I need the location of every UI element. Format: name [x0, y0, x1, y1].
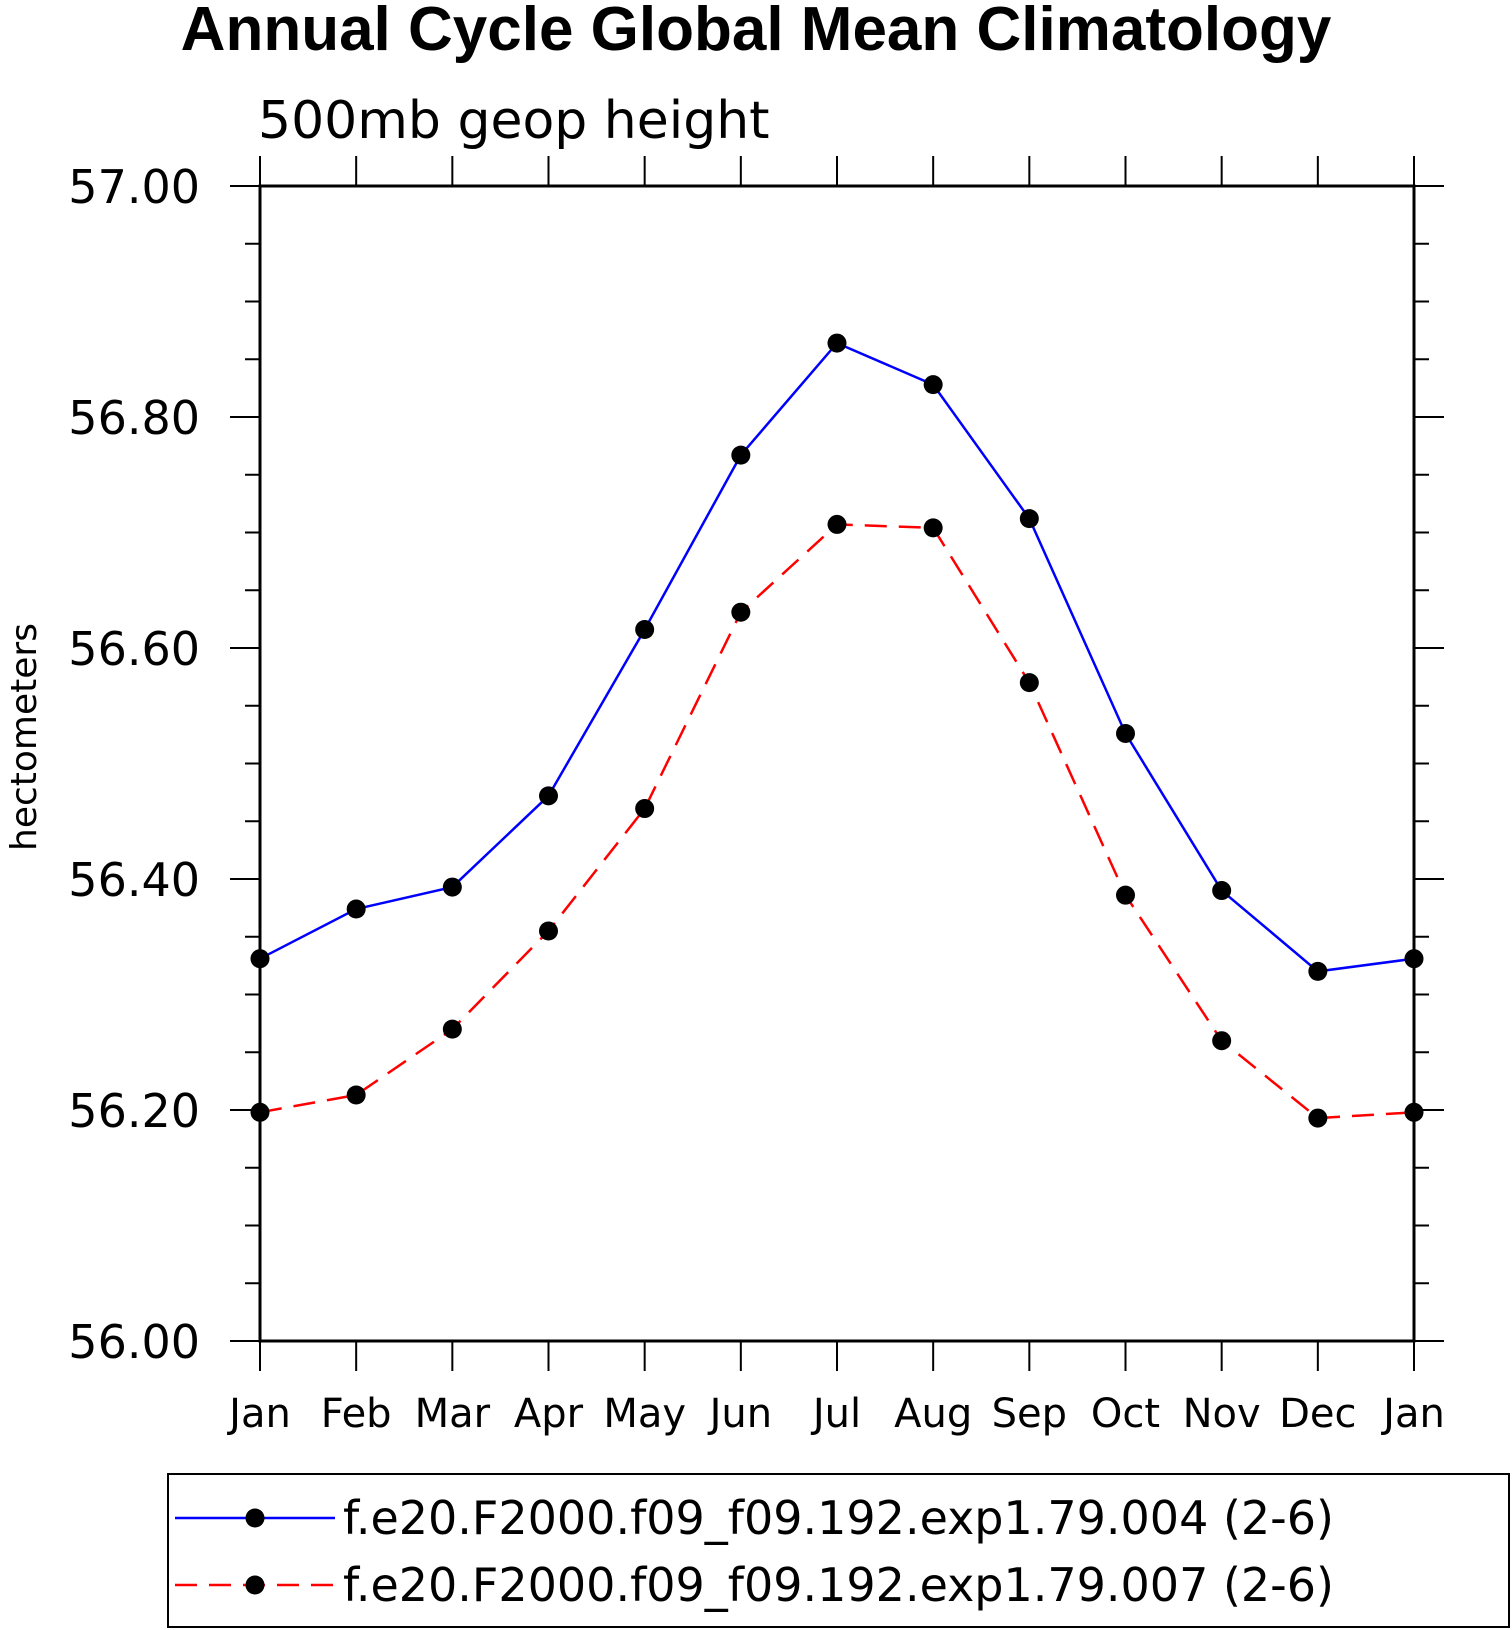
legend-box	[167, 1473, 1510, 1628]
x-tick-label: Jul	[810, 1391, 861, 1437]
series-1-point	[1404, 949, 1424, 969]
x-tick-label: Dec	[1279, 1391, 1356, 1437]
x-tick-label: Mar	[415, 1391, 491, 1437]
plot-area: 56.00 56.20 56.40 56.60 56.80 57.00 Jan Feb Mar A…	[68, 156, 1445, 1437]
series-1-point	[250, 949, 270, 969]
series-1-point	[731, 445, 751, 465]
y-tick-label: 56.00	[68, 1315, 200, 1369]
series-1-point	[635, 620, 655, 640]
series-2-point	[635, 799, 655, 819]
series-2-point	[1212, 1031, 1232, 1051]
x-tick-label: Oct	[1091, 1391, 1160, 1437]
series-2-point	[442, 1019, 462, 1039]
x-tick-label: Aug	[894, 1391, 972, 1437]
series-line-2	[259, 523, 1415, 1120]
series-1-point	[1019, 509, 1039, 529]
series-1-point	[1308, 961, 1328, 981]
legend: f.e20.F2000.f09_f09.192.exp1.79.004 (2-6…	[175, 1491, 1334, 1612]
y-tick-label: 56.40	[68, 853, 200, 907]
series-2-point	[539, 921, 558, 941]
series-1-point	[1212, 881, 1232, 901]
series-2-point	[731, 602, 751, 622]
legend-label-1: f.e20.F2000.f09_f09.192.exp1.79.004 (2-6…	[343, 1491, 1334, 1545]
legend-marker-2	[245, 1575, 265, 1595]
y-tick-label: 57.00	[68, 160, 200, 214]
series-1-point	[539, 786, 558, 806]
y-axis-label: hectometers	[4, 623, 45, 851]
legend-label-2: f.e20.F2000.f09_f09.192.exp1.79.007 (2-6…	[343, 1558, 1334, 1612]
x-tick-label: Nov	[1183, 1391, 1261, 1437]
chart-title: Annual Cycle Global Mean Climatology	[181, 0, 1332, 64]
series-1-point	[827, 333, 847, 353]
x-tick-label: May	[603, 1391, 686, 1437]
x-tick-label: Apr	[514, 1391, 584, 1437]
y-tick-label: 56.60	[68, 622, 200, 676]
x-tick-label: Jan	[226, 1391, 291, 1437]
series-1-point	[442, 877, 462, 897]
y-tick-label: 56.80	[68, 391, 200, 445]
series-2-point	[1308, 1108, 1328, 1128]
series-2-point	[1116, 885, 1135, 905]
x-tick-label: Jun	[707, 1391, 773, 1437]
series-line-1	[259, 341, 1415, 973]
plot-frame	[258, 184, 1416, 1343]
series-2-point	[923, 518, 943, 538]
y-tick-label: 56.20	[68, 1084, 200, 1138]
legend-marker-1	[245, 1508, 265, 1528]
series-2-point	[1019, 673, 1039, 693]
series-2-point	[250, 1102, 270, 1122]
x-tick-label: Jan	[1380, 1391, 1445, 1437]
series-1-point	[923, 375, 943, 395]
series-2-point	[1404, 1102, 1424, 1122]
series-1-point	[346, 899, 366, 919]
series-1-point	[1116, 723, 1135, 743]
x-tick-label: Feb	[321, 1391, 392, 1437]
chart-subtitle: 500mb geop height	[258, 91, 770, 151]
series-2-point	[827, 514, 847, 534]
series-2-point	[346, 1085, 366, 1105]
x-tick-label: Sep	[992, 1391, 1067, 1437]
